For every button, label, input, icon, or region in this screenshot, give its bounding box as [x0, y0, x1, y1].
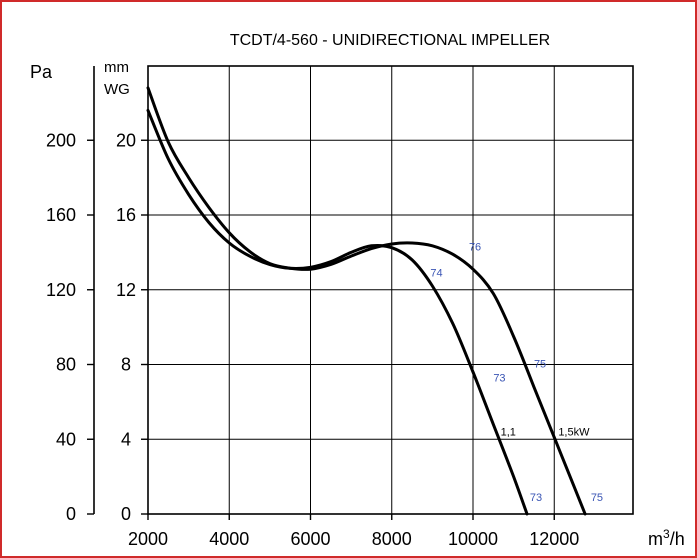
pa-tick-label: 0: [66, 504, 76, 524]
mmwg-axis-ticks: 0 4 8 12 16 20: [116, 130, 148, 524]
x-tick-label: 4000: [209, 529, 249, 549]
x-tick-label: 2000: [128, 529, 168, 549]
efficiency-label: 75: [534, 358, 546, 370]
mmwg-tick-label: 0: [121, 504, 131, 524]
pa-tick-label: 40: [56, 429, 76, 449]
power-label: 1,5kW: [558, 427, 590, 439]
curve-annotations: 76 74 75 73 73 75 1,1 1,5kW: [430, 242, 603, 504]
mmwg-tick-label: 20: [116, 130, 136, 150]
x-tick-label: 8000: [372, 529, 412, 549]
x-axis-label: m3/h: [648, 527, 685, 549]
pa-tick-label: 120: [46, 280, 76, 300]
pa-axis-label: Pa: [30, 62, 53, 82]
fan-curves: [146, 86, 587, 516]
power-label: 1,1: [501, 427, 516, 439]
mmwg-tick-label: 12: [116, 280, 136, 300]
chart-title: TCDT/4-560 - UNIDIRECTIONAL IMPELLER: [230, 32, 550, 49]
x-axis-label-rest: /h: [670, 529, 685, 549]
mmwg-axis-label-line1: mm: [104, 59, 129, 76]
mmwg-tick-label: 4: [121, 429, 131, 449]
mmwg-axis-label-line2: WG: [104, 81, 130, 98]
efficiency-label: 76: [469, 242, 481, 254]
efficiency-label: 73: [530, 492, 542, 504]
efficiency-label: 74: [430, 268, 442, 280]
mmwg-tick-label: 16: [116, 205, 136, 225]
x-axis-label-sup: 3: [663, 527, 670, 541]
pa-tick-label: 160: [46, 205, 76, 225]
x-tick-label: 12000: [529, 529, 579, 549]
efficiency-label: 73: [493, 372, 505, 384]
pa-tick-label: 80: [56, 355, 76, 375]
x-axis-ticks: 2000 4000 6000 8000 10000 12000: [128, 514, 579, 549]
pa-tick-label: 200: [46, 130, 76, 150]
x-tick-label: 10000: [448, 529, 498, 549]
efficiency-label: 75: [591, 492, 603, 504]
x-tick-label: 6000: [290, 529, 330, 549]
mmwg-tick-label: 8: [121, 355, 131, 375]
fan-curve-2: [146, 86, 587, 516]
pa-axis-ticks: 0 40 80 120 160 200: [46, 130, 94, 524]
gridlines: [148, 66, 633, 514]
fan-curve-1: [146, 108, 529, 516]
